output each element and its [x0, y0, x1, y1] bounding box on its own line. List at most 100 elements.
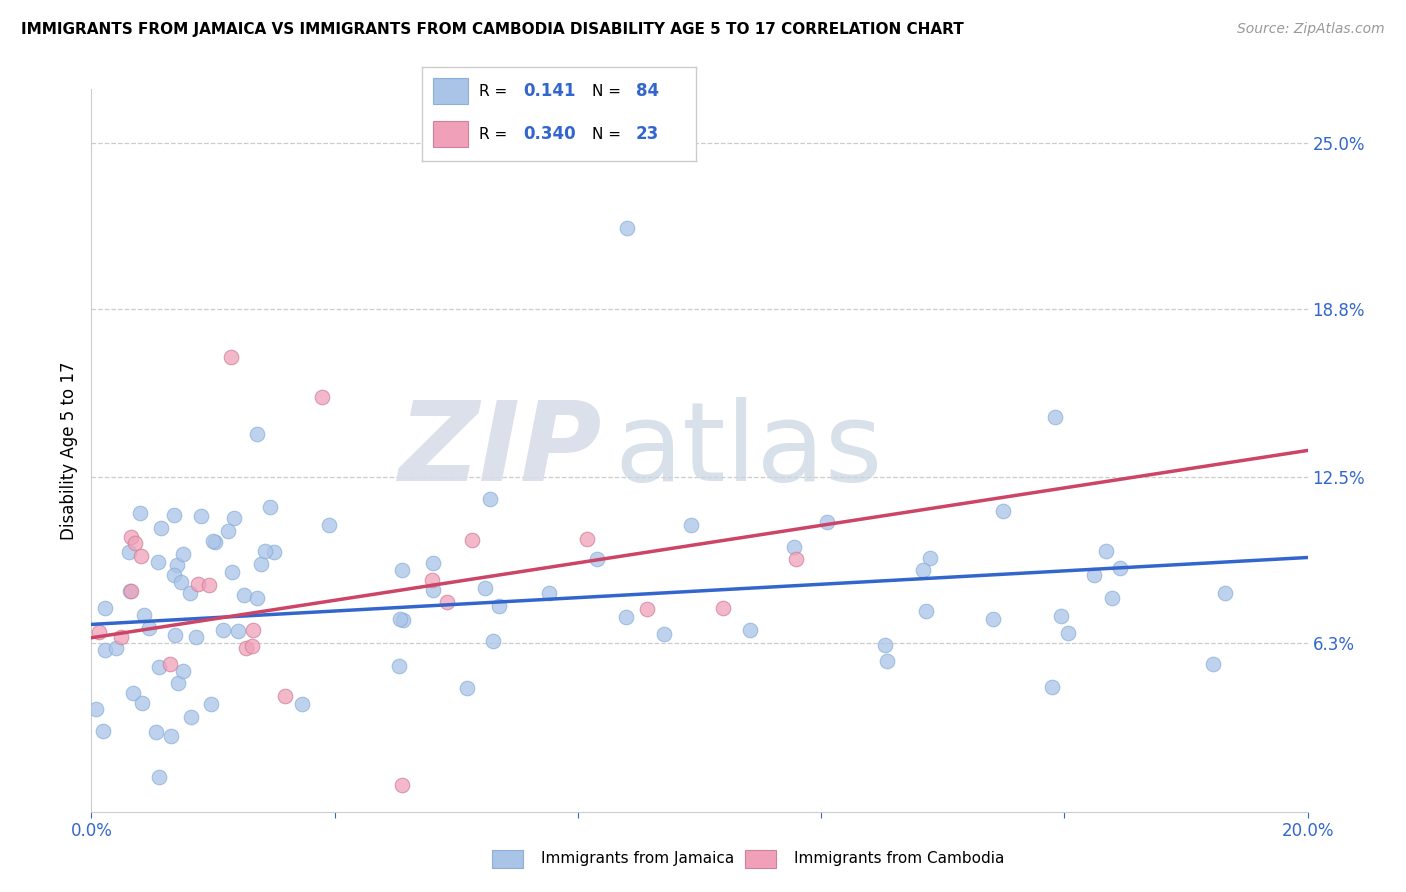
Point: [163, 567, 186, 582]
Text: 23: 23: [636, 126, 659, 144]
Point: [166, 558, 188, 572]
Point: [711, 600, 734, 615]
Point: [1045, 409, 1067, 424]
Point: [575, 532, 598, 546]
Point: [202, 534, 225, 549]
Point: [148, 770, 170, 784]
Point: [1095, 543, 1118, 558]
Point: [422, 582, 444, 597]
Point: [422, 556, 444, 570]
Point: [124, 536, 146, 550]
Point: [145, 725, 167, 739]
Point: [93, 723, 115, 738]
Text: 84: 84: [636, 82, 659, 100]
Point: [120, 584, 142, 599]
Point: [481, 634, 503, 648]
Point: [163, 508, 186, 522]
Point: [138, 621, 160, 635]
Point: [235, 641, 257, 656]
Point: [104, 641, 127, 656]
Point: [167, 676, 190, 690]
Point: [420, 573, 443, 587]
Bar: [433, 121, 468, 147]
Point: [120, 584, 142, 599]
Point: [614, 609, 637, 624]
Point: [184, 630, 207, 644]
Text: atlas: atlas: [614, 397, 883, 504]
Point: [198, 577, 221, 591]
Point: [170, 575, 193, 590]
Text: IMMIGRANTS FROM JAMAICA VS IMMIGRANTS FROM CAMBODIA DISABILITY AGE 5 TO 17 CORRE: IMMIGRANTS FROM JAMAICA VS IMMIGRANTS FR…: [21, 22, 965, 37]
Point: [84, 701, 107, 715]
Point: [392, 613, 415, 627]
Point: [240, 640, 263, 654]
Point: [120, 530, 142, 544]
Point: [246, 426, 269, 441]
Text: ZIP: ZIP: [399, 397, 602, 504]
Point: [616, 221, 638, 235]
Point: [233, 588, 256, 602]
Point: [1202, 657, 1225, 671]
Point: [217, 524, 239, 538]
Point: [246, 591, 269, 605]
Point: [873, 638, 896, 652]
Point: [538, 586, 561, 600]
Point: [474, 581, 496, 595]
Point: [461, 533, 484, 547]
Point: [456, 681, 478, 695]
Point: [1101, 591, 1123, 605]
Point: [149, 521, 172, 535]
Text: N =: N =: [592, 84, 621, 99]
Y-axis label: Disability Age 5 to 17: Disability Age 5 to 17: [59, 361, 77, 540]
Point: [263, 545, 285, 559]
Point: [1040, 680, 1063, 694]
Point: [318, 518, 340, 533]
Point: [250, 558, 273, 572]
Point: [172, 547, 194, 561]
Point: [190, 508, 212, 523]
Point: [1083, 568, 1105, 582]
Point: [94, 643, 117, 657]
Text: Immigrants from Cambodia: Immigrants from Cambodia: [794, 851, 1005, 865]
Point: [172, 664, 194, 678]
Point: [311, 390, 333, 404]
Text: N =: N =: [592, 127, 621, 142]
Point: [291, 697, 314, 711]
Point: [242, 623, 264, 637]
Point: [131, 696, 153, 710]
Point: [740, 624, 762, 638]
Point: [165, 628, 187, 642]
Point: [1109, 560, 1132, 574]
Point: [1215, 586, 1237, 600]
Point: [110, 630, 132, 644]
Point: [636, 601, 658, 615]
Point: [129, 506, 152, 520]
Point: [1050, 608, 1073, 623]
Point: [132, 607, 155, 622]
Point: [391, 563, 413, 577]
Point: [253, 544, 276, 558]
Text: Source: ZipAtlas.com: Source: ZipAtlas.com: [1237, 22, 1385, 37]
Point: [179, 586, 201, 600]
Point: [118, 545, 141, 559]
Point: [204, 534, 226, 549]
Point: [159, 657, 181, 672]
Point: [488, 599, 510, 614]
Point: [146, 555, 169, 569]
Point: [391, 778, 413, 792]
Point: [981, 612, 1004, 626]
Point: [918, 551, 941, 566]
Text: 0.340: 0.340: [523, 126, 576, 144]
Point: [87, 624, 110, 639]
Point: [93, 600, 115, 615]
Point: [187, 576, 209, 591]
Point: [478, 491, 501, 506]
Text: R =: R =: [479, 127, 508, 142]
Point: [180, 710, 202, 724]
Point: [1057, 626, 1080, 640]
Bar: [433, 78, 468, 104]
Point: [876, 654, 898, 668]
Point: [122, 686, 145, 700]
Point: [226, 624, 249, 638]
Point: [652, 627, 675, 641]
